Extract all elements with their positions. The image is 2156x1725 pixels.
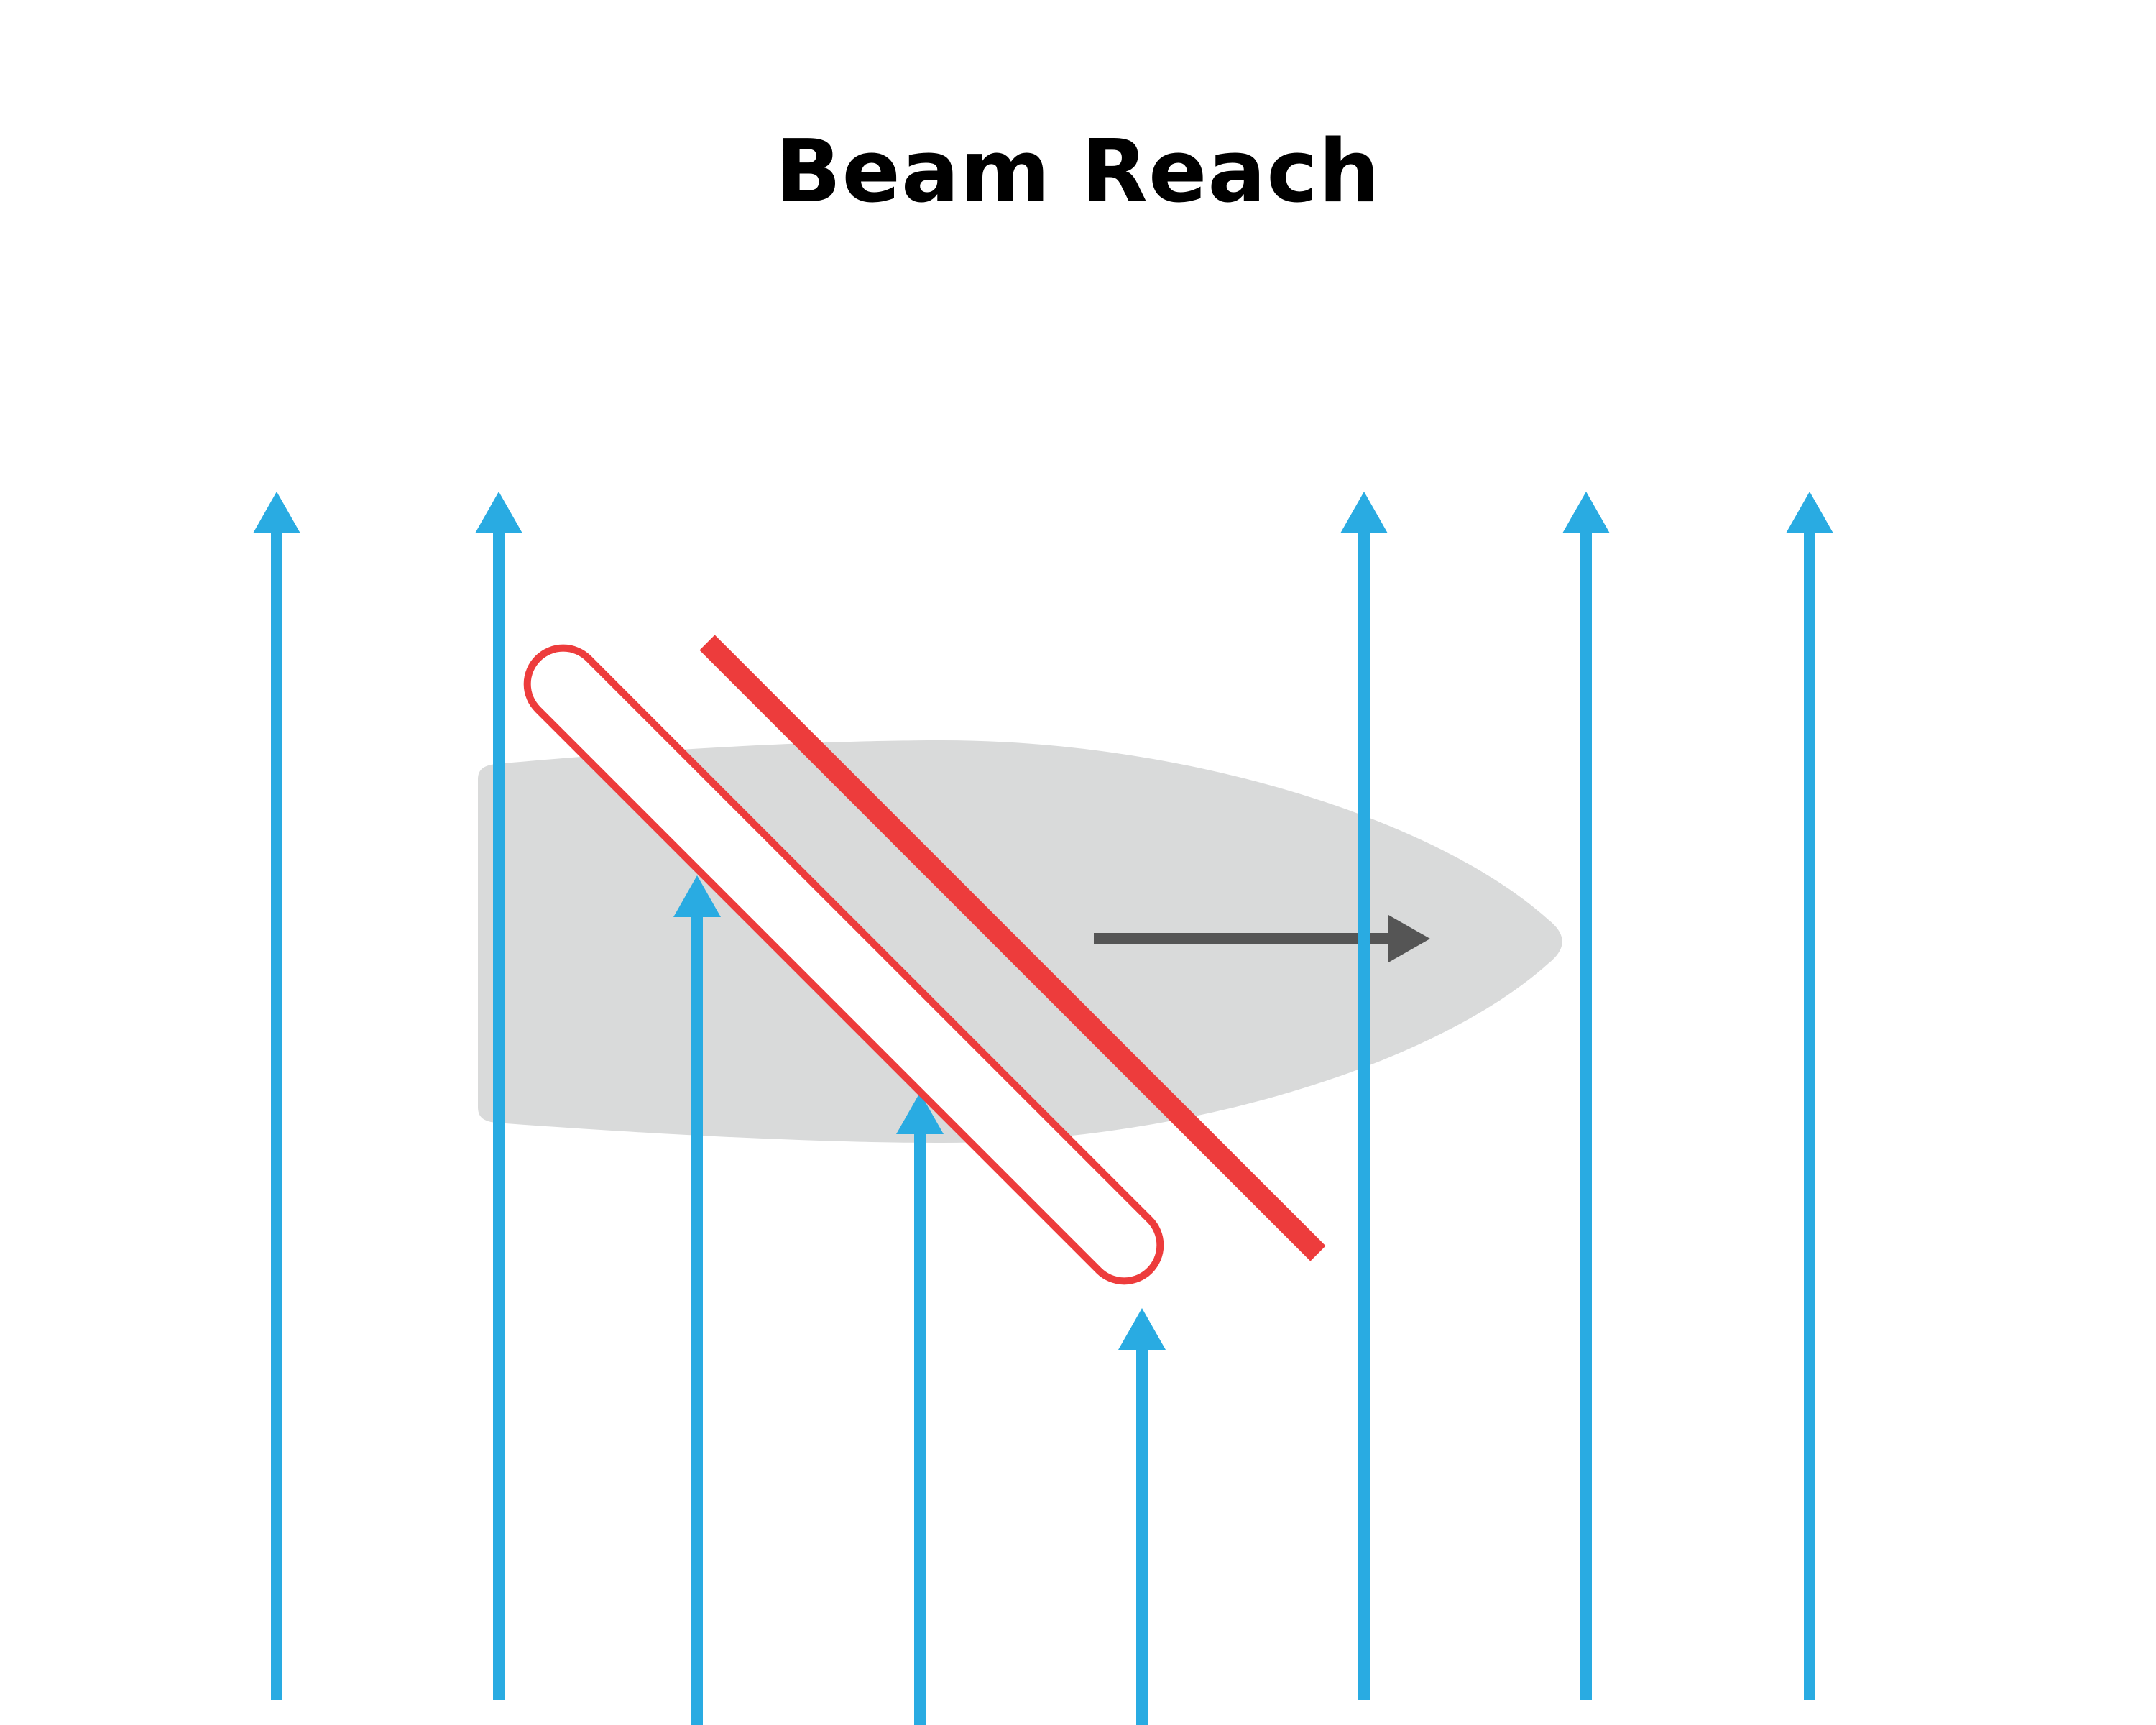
sail-outline (523, 644, 1164, 1285)
wind-arrow-shaft (1358, 528, 1370, 1700)
wind-arrow-head (1340, 492, 1388, 533)
wind-arrow-icon (1340, 492, 1388, 1700)
wind-arrow-icon (896, 1092, 944, 1725)
wind-arrow-shaft (691, 913, 703, 1725)
wind-arrow-icon (1118, 1308, 1166, 1725)
wind-arrow-shaft (271, 528, 282, 1700)
wind-arrow-head (1562, 492, 1610, 533)
sail-boom (699, 635, 1326, 1261)
wind-arrow-shaft (1580, 528, 1592, 1700)
wind-arrow-icon (1562, 492, 1610, 1700)
wind-arrow-head (896, 1092, 944, 1134)
wind-arrow-head (1786, 492, 1833, 533)
wind-arrow-icon (475, 492, 522, 1700)
wind-arrow-icon (253, 492, 300, 1700)
wind-arrow-shaft (1804, 528, 1815, 1700)
wind-arrow-shaft (914, 1128, 926, 1725)
heading-arrow-icon (1094, 915, 1430, 962)
wind-arrow-head (475, 492, 522, 533)
wind-arrow-shaft (1136, 1344, 1148, 1725)
wind-arrow-icon (673, 875, 721, 1725)
diagram-title: Beam Reach (775, 122, 1381, 222)
wind-arrow-shaft (493, 528, 505, 1700)
wind-arrow-icon (1786, 492, 1833, 1700)
wind-arrow-head (253, 492, 300, 533)
wind-arrow-head (673, 875, 721, 917)
wind-arrow-head (1118, 1308, 1166, 1350)
heading-arrow-head (1388, 915, 1430, 962)
heading-arrow-shaft (1094, 933, 1401, 944)
